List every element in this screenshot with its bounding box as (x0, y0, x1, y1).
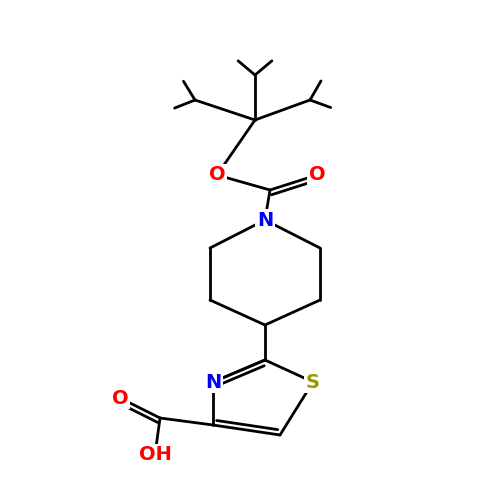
Text: N: N (257, 210, 273, 230)
Text: OH: OH (138, 446, 172, 464)
Text: O: O (308, 166, 326, 184)
Text: O: O (208, 166, 226, 184)
Text: N: N (205, 372, 221, 392)
Text: S: S (306, 372, 320, 392)
Text: O: O (112, 388, 128, 407)
